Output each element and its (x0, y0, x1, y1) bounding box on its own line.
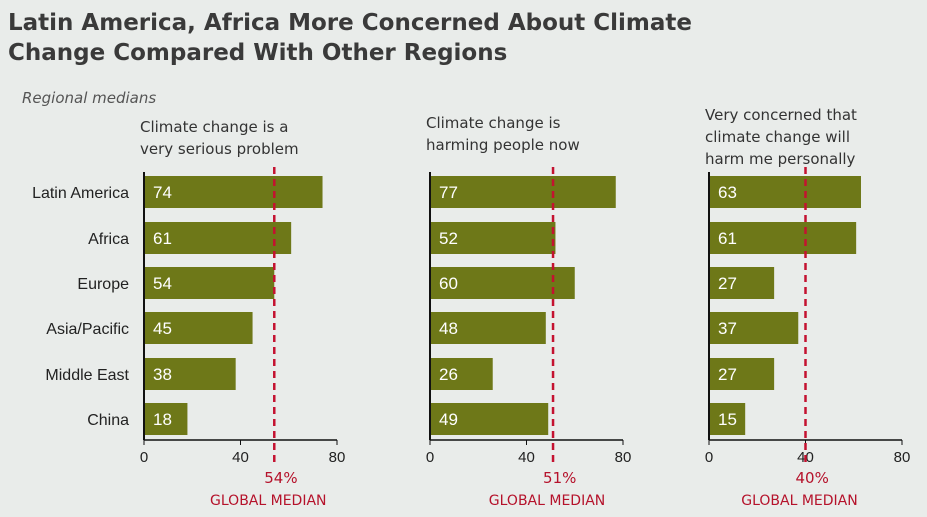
bar-value-label: 61 (153, 229, 172, 248)
bar-value-label: 61 (718, 229, 737, 248)
bar (144, 358, 236, 390)
category-label: Latin America (32, 185, 129, 202)
bar-value-label: 26 (439, 365, 458, 384)
bar (144, 403, 188, 435)
bar-value-label: 27 (718, 365, 737, 384)
bar (144, 267, 275, 299)
global-median-caption: GLOBAL MEDIAN (741, 493, 857, 509)
bar (430, 403, 549, 435)
bar (430, 312, 546, 344)
panel-title-line: Climate change is a (140, 118, 288, 136)
x-tick-label: 0 (140, 449, 148, 466)
bar (709, 358, 775, 390)
bar (144, 222, 292, 254)
x-tick-label: 0 (426, 449, 434, 466)
bar-value-label: 38 (153, 365, 172, 384)
bar (144, 312, 253, 344)
bar (430, 358, 493, 390)
bar-value-label: 74 (153, 183, 172, 202)
panel-title-line: harm me personally (705, 150, 856, 168)
bar-value-label: 49 (439, 410, 458, 429)
bar-value-label: 18 (153, 410, 172, 429)
category-label: Africa (88, 231, 129, 248)
bar-value-label: 15 (718, 410, 737, 429)
x-tick-label: 80 (894, 449, 911, 466)
chart-title: Latin America, Africa More Concerned Abo… (8, 8, 908, 68)
bar-value-label: 27 (718, 274, 737, 293)
bar-value-label: 45 (153, 319, 172, 338)
panel-title-line: Climate change is (426, 114, 561, 132)
x-tick-label: 40 (232, 449, 249, 466)
bar (709, 403, 746, 435)
category-label: Europe (77, 276, 129, 293)
bar (430, 222, 556, 254)
panel-title-line: climate change will (705, 128, 850, 146)
x-tick-label: 80 (329, 449, 346, 466)
chart-title-line-2: Change Compared With Other Regions (8, 40, 508, 66)
bar (709, 222, 857, 254)
global-median-value: 54% (264, 469, 297, 487)
x-tick-label: 80 (615, 449, 632, 466)
chart-title-line-1: Latin America, Africa More Concerned Abo… (8, 10, 693, 36)
panel-title-line: Very concerned that (705, 106, 857, 124)
global-median-value: 40% (796, 469, 829, 487)
x-tick-label: 0 (705, 449, 713, 466)
bar (430, 176, 616, 208)
bar (709, 267, 775, 299)
bar-value-label: 77 (439, 183, 458, 202)
category-label: China (87, 412, 129, 429)
bar-value-label: 54 (153, 274, 172, 293)
panel-title-line: harming people now (426, 136, 580, 154)
category-label: Asia/Pacific (46, 321, 129, 338)
bar (430, 267, 575, 299)
bar-value-label: 60 (439, 274, 458, 293)
bar (144, 176, 323, 208)
bar-value-label: 48 (439, 319, 458, 338)
panel-title-line: very serious problem (140, 140, 299, 158)
global-median-value: 51% (543, 469, 576, 487)
bar-value-label: 63 (718, 183, 737, 202)
bar (709, 312, 799, 344)
bar-value-label: 52 (439, 229, 458, 248)
category-label: Middle East (45, 367, 129, 384)
global-median-caption: GLOBAL MEDIAN (489, 493, 605, 509)
x-tick-label: 40 (518, 449, 535, 466)
bar-value-label: 37 (718, 319, 737, 338)
chart-subtitle: Regional medians (22, 89, 157, 107)
global-median-caption: GLOBAL MEDIAN (210, 493, 326, 509)
bar (709, 176, 861, 208)
